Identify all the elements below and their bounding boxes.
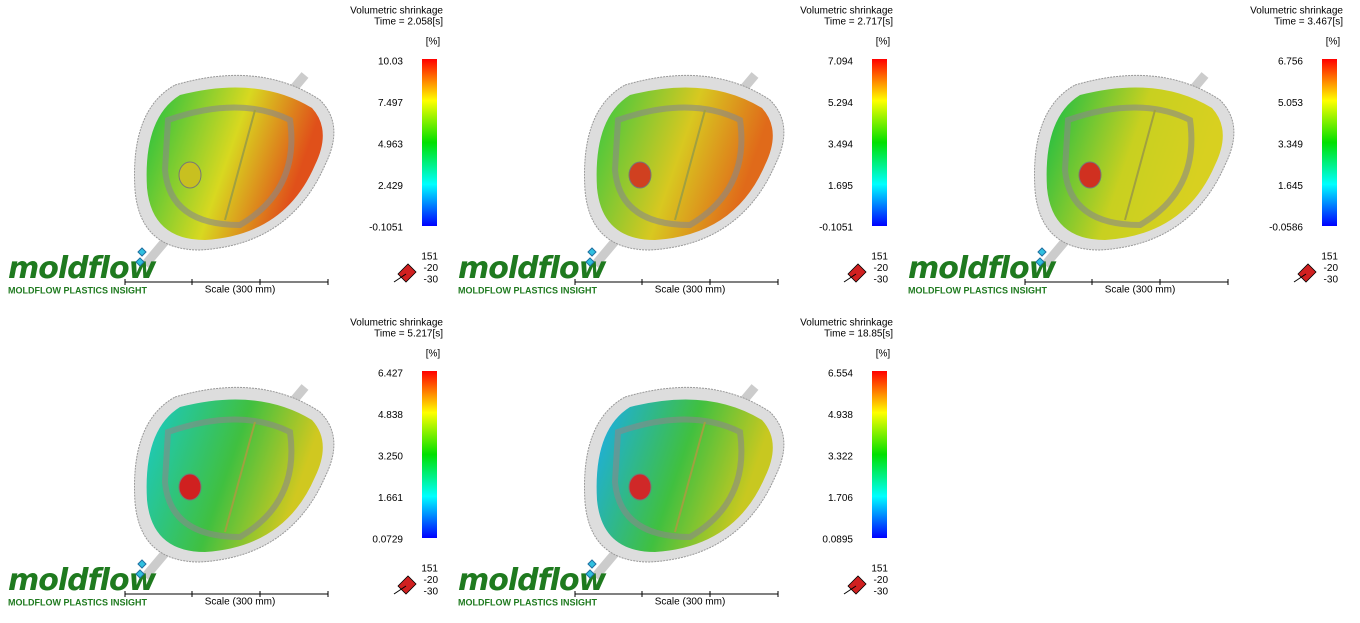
color-bar-label: -0.0586: [1269, 223, 1303, 234]
orientation-value: -30: [874, 587, 889, 598]
logo-subtitle: Moldflow Plastics Insight: [8, 597, 147, 607]
result-name: Volumetric shrinkage: [800, 318, 893, 329]
logo-wordmark: moldflow: [908, 251, 1057, 286]
color-bar-label: 10.03: [378, 57, 403, 68]
orientation-icon: [1298, 264, 1316, 282]
orientation-value: -20: [424, 575, 439, 586]
color-bar-label: 1.645: [1278, 181, 1303, 192]
result-unit: [%]: [876, 37, 891, 48]
color-bar: [422, 59, 437, 226]
orientation-value: -20: [874, 575, 889, 586]
logo-subtitle: Moldflow Plastics Insight: [458, 285, 597, 295]
result-time: Time = 2.717[s]: [824, 17, 893, 28]
color-bar-label: 6.554: [828, 369, 853, 380]
orientation-value: -30: [424, 587, 439, 598]
color-bar-label: 0.0895: [822, 535, 853, 546]
result-panel: Volumetric shrinkageTime = 2.717[s] [%] 7.…: [450, 0, 900, 306]
color-bar-label: 3.494: [828, 140, 853, 151]
scale-label: Scale (300 mm): [205, 285, 276, 296]
color-bar-label: 7.497: [378, 98, 403, 109]
hot-spot: [179, 162, 201, 188]
orientation-icon: [398, 576, 416, 594]
result-unit: [%]: [426, 37, 441, 48]
scale-label: Scale (300 mm): [205, 597, 276, 608]
result-unit: [%]: [876, 349, 891, 360]
color-bar-label: 2.429: [378, 181, 403, 192]
orientation-value: 151: [1321, 252, 1338, 263]
orientation-value: -20: [874, 263, 889, 274]
result-time: Time = 3.467[s]: [1274, 17, 1343, 28]
orientation-icon: [848, 576, 866, 594]
result-name: Volumetric shrinkage: [350, 6, 443, 17]
orientation-value: 151: [421, 564, 438, 575]
results-window: {"panels": [ {"result": "Volumetric shri…: [0, 0, 1360, 612]
orientation-value: -20: [424, 263, 439, 274]
orientation-value: 151: [421, 252, 438, 263]
logo-subtitle: Moldflow Plastics Insight: [908, 285, 1047, 295]
result-name: Volumetric shrinkage: [800, 6, 893, 17]
color-bar: [1322, 59, 1337, 226]
color-bar-label: 3.250: [378, 452, 403, 463]
color-bar-label: 1.695: [828, 181, 853, 192]
logo-wordmark: moldflow: [458, 563, 607, 598]
scale-label: Scale (300 mm): [1105, 285, 1176, 296]
logo-subtitle: Moldflow Plastics Insight: [458, 597, 597, 607]
result-time: Time = 5.217[s]: [374, 329, 443, 340]
color-bar-label: 6.427: [378, 369, 403, 380]
color-bar-label: 4.838: [378, 410, 403, 421]
color-bar-label: -0.1051: [819, 223, 853, 234]
result-time: Time = 2.058[s]: [374, 17, 443, 28]
scale-label: Scale (300 mm): [655, 597, 726, 608]
color-bar-label: 0.0729: [372, 535, 403, 546]
color-bar-label: 1.706: [828, 493, 853, 504]
color-bar: [422, 371, 437, 538]
hot-spot: [179, 474, 201, 500]
result-name: Volumetric shrinkage: [1250, 6, 1343, 17]
hot-spot: [629, 474, 651, 500]
orientation-value: 151: [871, 564, 888, 575]
color-bar: [872, 371, 887, 538]
result-unit: [%]: [1326, 37, 1341, 48]
scale-label: Scale (300 mm): [655, 285, 726, 296]
orientation-value: -30: [424, 275, 439, 286]
orientation-value: -30: [874, 275, 889, 286]
hot-spot: [1079, 162, 1101, 188]
orientation-value: 151: [871, 252, 888, 263]
color-bar-label: 3.349: [1278, 140, 1303, 151]
orientation-icon: [848, 264, 866, 282]
logo-wordmark: moldflow: [458, 251, 607, 286]
color-bar-label: 1.661: [378, 493, 403, 504]
color-bar-label: 3.322: [828, 452, 853, 463]
color-bar-label: 5.294: [828, 98, 853, 109]
color-bar-label: 5.053: [1278, 98, 1303, 109]
color-bar: [872, 59, 887, 226]
result-name: Volumetric shrinkage: [350, 318, 443, 329]
color-bar-label: 4.938: [828, 410, 853, 421]
color-bar-label: 4.963: [378, 140, 403, 151]
color-bar-label: 6.756: [1278, 57, 1303, 68]
color-bar-label: 7.094: [828, 57, 853, 68]
logo-wordmark: moldflow: [8, 563, 157, 598]
result-unit: [%]: [426, 349, 441, 360]
orientation-icon: [398, 264, 416, 282]
hot-spot: [629, 162, 651, 188]
orientation-value: -30: [1324, 275, 1339, 286]
color-bar-label: -0.1051: [369, 223, 403, 234]
orientation-value: -20: [1324, 263, 1339, 274]
result-time: Time = 18.85[s]: [824, 329, 893, 340]
logo-wordmark: moldflow: [8, 251, 157, 286]
logo-subtitle: Moldflow Plastics Insight: [8, 285, 147, 295]
